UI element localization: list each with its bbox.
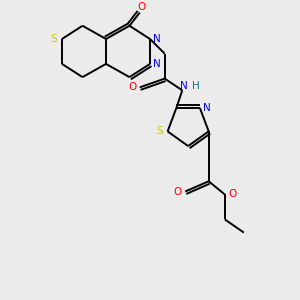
Text: N: N [203, 103, 211, 113]
Text: H: H [192, 81, 199, 91]
Text: O: O [128, 82, 136, 92]
Text: S: S [50, 34, 57, 44]
Text: N: N [180, 81, 188, 91]
Text: S: S [156, 126, 163, 136]
Text: O: O [228, 190, 236, 200]
Text: N: N [154, 34, 161, 44]
Text: N: N [154, 59, 161, 69]
Text: O: O [174, 187, 182, 196]
Text: O: O [137, 2, 145, 12]
